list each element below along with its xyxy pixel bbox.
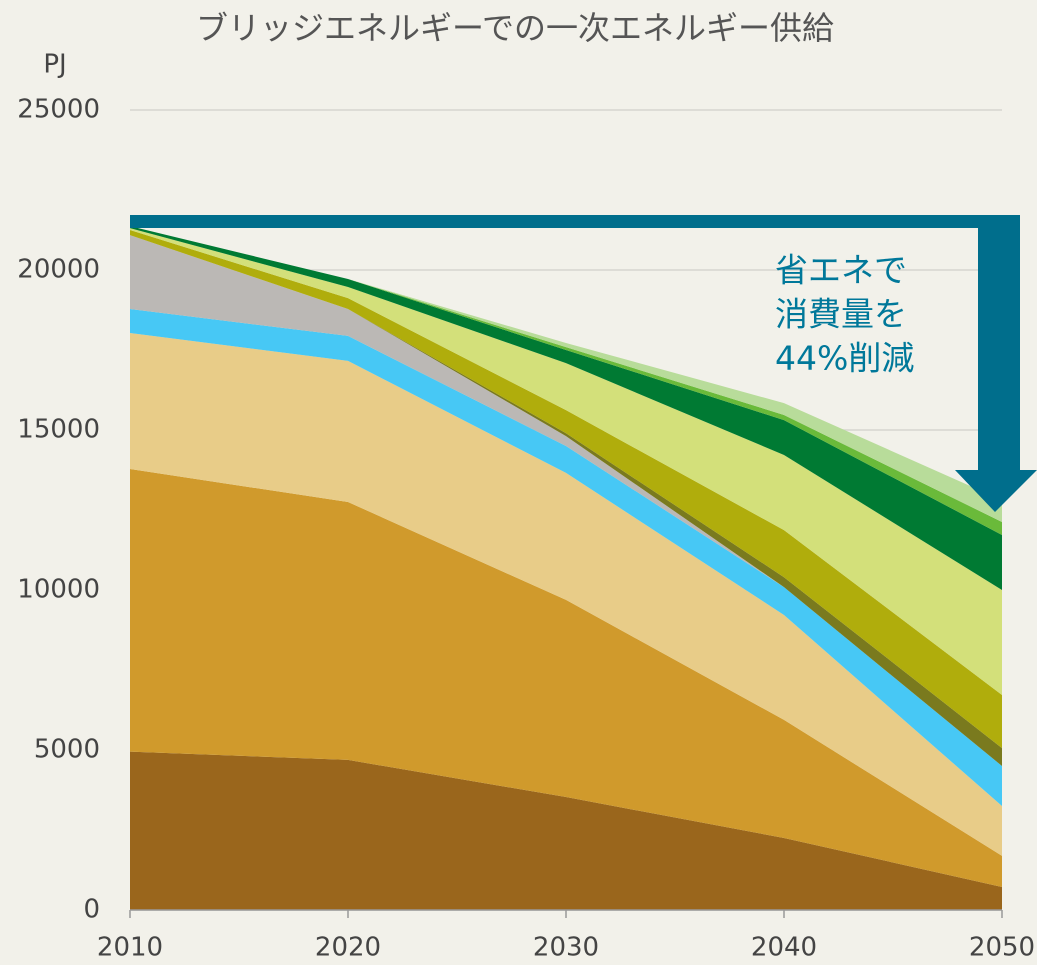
annotation-line: 44%削減 — [775, 339, 914, 378]
area — [130, 333, 1002, 856]
axes: 0 5000 10000 15000 20000 25000 2010 2020 2030 204… — [17, 95, 1035, 963]
x-tick-label: 2020 — [315, 933, 381, 963]
area — [130, 469, 1002, 887]
area — [130, 751, 1002, 910]
x-tick-label: 2040 — [751, 933, 817, 963]
annotation-line: 省エネで — [775, 251, 907, 290]
area — [130, 235, 1002, 766]
x-tick-label: 2030 — [533, 933, 599, 963]
y-tick-label: 25000 — [17, 95, 100, 125]
x-tick-label: 2050 — [969, 933, 1035, 963]
y-tick-label: 10000 — [17, 575, 100, 605]
x-tick-label: 2010 — [97, 933, 163, 963]
y-tick-label: 0 — [83, 895, 100, 925]
chart-title: ブリッジエネルギーでの一次エネルギー供給 — [196, 9, 834, 47]
y-tick-label: 15000 — [17, 415, 100, 445]
y-axis-label: PJ — [43, 50, 66, 80]
y-tick-label: 5000 — [34, 735, 100, 765]
y-tick-label: 20000 — [17, 255, 100, 285]
annotation-line: 消費量を — [775, 295, 907, 334]
areas — [130, 226, 1002, 910]
